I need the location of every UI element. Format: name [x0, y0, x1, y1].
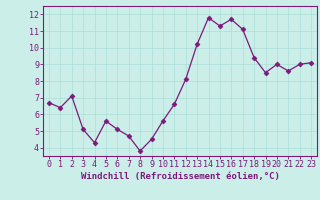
- X-axis label: Windchill (Refroidissement éolien,°C): Windchill (Refroidissement éolien,°C): [81, 172, 279, 181]
